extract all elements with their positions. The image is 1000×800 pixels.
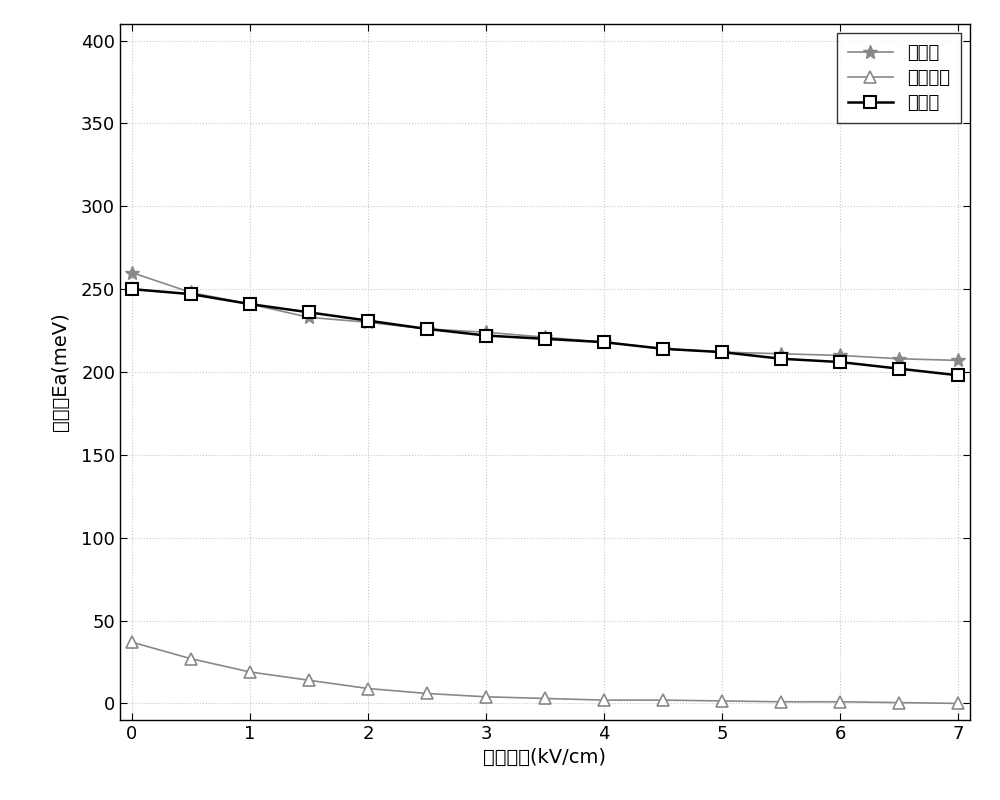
X-axis label: 电场强度(kV/cm): 电场强度(kV/cm) (484, 749, 606, 767)
本发明 (303, 313, 315, 322)
本发明 (893, 354, 905, 363)
现有方法 (893, 698, 905, 707)
现有方法 (834, 697, 846, 706)
本发明 (657, 344, 669, 354)
Y-axis label: 激发能Ea(meV): 激发能Ea(meV) (51, 313, 70, 431)
报道的 (716, 347, 728, 357)
报道的 (244, 299, 256, 309)
本发明 (362, 318, 374, 327)
现有方法 (716, 696, 728, 706)
现有方法 (244, 667, 256, 677)
报道的 (303, 307, 315, 317)
本发明 (244, 299, 256, 309)
本发明 (421, 324, 433, 334)
Line: 本发明: 本发明 (125, 266, 965, 367)
现有方法 (539, 694, 551, 703)
本发明 (480, 327, 492, 337)
本发明 (952, 355, 964, 365)
报道的 (952, 370, 964, 380)
报道的 (362, 316, 374, 326)
现有方法 (952, 698, 964, 708)
报道的 (421, 324, 433, 334)
现有方法 (421, 689, 433, 698)
本发明 (598, 338, 610, 347)
报道的 (185, 290, 197, 299)
报道的 (598, 338, 610, 347)
现有方法 (598, 695, 610, 705)
报道的 (834, 358, 846, 367)
本发明 (185, 288, 197, 298)
Legend: 本发明, 现有方法, 报道的: 本发明, 现有方法, 报道的 (837, 33, 961, 123)
现有方法 (480, 692, 492, 702)
报道的 (657, 344, 669, 354)
现有方法 (362, 684, 374, 694)
本发明 (775, 349, 787, 358)
Line: 报道的: 报道的 (126, 283, 964, 381)
Line: 现有方法: 现有方法 (126, 637, 964, 709)
报道的 (539, 334, 551, 344)
本发明 (539, 333, 551, 342)
报道的 (893, 364, 905, 374)
现有方法 (303, 675, 315, 685)
现有方法 (775, 697, 787, 706)
本发明 (126, 268, 138, 278)
本发明 (716, 347, 728, 357)
报道的 (126, 284, 138, 294)
现有方法 (126, 638, 138, 647)
报道的 (480, 330, 492, 340)
本发明 (834, 350, 846, 360)
现有方法 (657, 695, 669, 705)
报道的 (775, 354, 787, 363)
现有方法 (185, 654, 197, 663)
